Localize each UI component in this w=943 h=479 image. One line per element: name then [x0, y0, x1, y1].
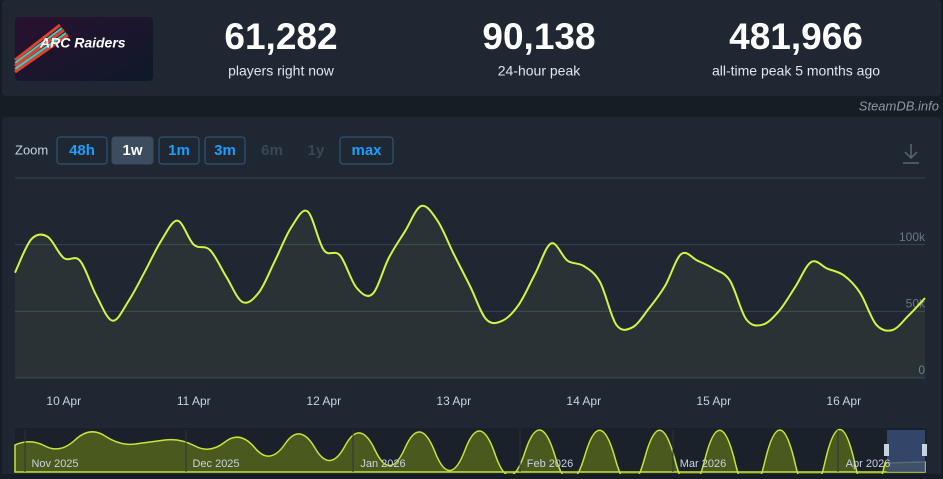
navigator-series [14, 428, 926, 479]
navigator-label: Feb 2026 [527, 458, 573, 470]
x-tick-label: 16 Apr [826, 394, 861, 408]
x-tick-label: 10 Apr [46, 394, 81, 408]
navigator-label: Jan 2026 [360, 458, 405, 470]
navigator-handle[interactable] [922, 444, 927, 456]
navigator-handle[interactable] [884, 444, 889, 456]
navigator-label: Dec 2025 [192, 458, 239, 470]
x-tick-label: 12 Apr [306, 394, 341, 408]
y-tick-label: 0 [918, 363, 925, 377]
zoom-button-label[interactable]: max [351, 142, 382, 159]
game-logo: ARC Raiders [39, 35, 126, 51]
zoom-button-label[interactable]: 3m [214, 142, 236, 159]
chart-panel [2, 117, 941, 477]
y-tick-label: 50k [906, 297, 926, 311]
zoom-label: Zoom [15, 142, 48, 157]
navigator-label: Apr 2026 [846, 458, 891, 470]
navigator-selection[interactable] [887, 430, 925, 472]
zoom-button-label: 1y [308, 142, 325, 159]
zoom-button[interactable] [56, 136, 108, 165]
x-tick-label: 14 Apr [566, 394, 601, 408]
line [14, 204, 926, 332]
x-tick-label: 15 Apr [696, 394, 731, 408]
stat-label: 24-hour peak [498, 63, 582, 79]
zoom-button-label: 6m [261, 142, 283, 159]
x-tick-label: 13 Apr [436, 394, 471, 408]
zoom-button-label[interactable]: 48h [69, 142, 95, 159]
logo-stripes [14, 27, 67, 70]
zoom-button-label[interactable]: 1w [122, 142, 142, 159]
zoom-button[interactable] [204, 136, 246, 165]
zoom-button[interactable] [339, 136, 394, 165]
stat-label: all-time peak 5 months ago [712, 63, 880, 79]
site-name: SteamDB.info [859, 98, 939, 113]
stat-label: players right now [228, 63, 335, 79]
area [15, 205, 925, 378]
navigator-label: Mar 2026 [680, 458, 726, 470]
x-tick-label: 11 Apr [177, 394, 211, 408]
y-tick-label: 100k [899, 230, 926, 244]
navigator-label: Nov 2025 [31, 458, 78, 470]
download-icon[interactable] [903, 144, 919, 164]
stat-value: 90,138 [482, 16, 595, 57]
zoom-button[interactable] [111, 136, 154, 165]
zoom-button-label[interactable]: 1m [168, 142, 190, 159]
stat-value: 61,282 [224, 16, 337, 57]
logo-stripes [14, 23, 69, 74]
zoom-button[interactable] [158, 136, 200, 165]
stat-value: 481,966 [729, 16, 863, 57]
stats-panel [2, 0, 941, 96]
